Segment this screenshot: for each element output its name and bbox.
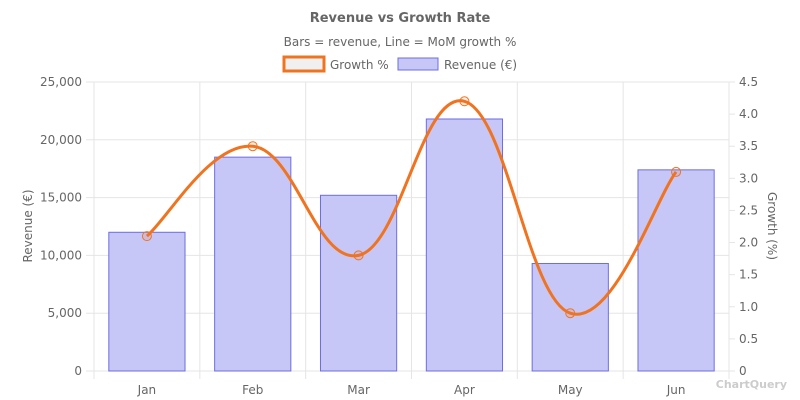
y-tick-label: 10,000	[40, 248, 82, 262]
revenue-bars	[108, 118, 715, 372]
x-tick-label: Mar	[347, 383, 370, 397]
watermark: ChartQuery	[716, 378, 787, 391]
legend-item-revenue[interactable]: Revenue (€)	[397, 57, 517, 72]
y2-tick-label: 2.5	[739, 203, 758, 217]
y-tick-label: 25,000	[40, 75, 82, 89]
growth-point[interactable]	[353, 250, 364, 261]
legend-swatch-revenue	[397, 57, 439, 71]
y-tick-label: 20,000	[40, 133, 82, 147]
y2-tick-label: 4.0	[739, 107, 758, 121]
chart-subtitle: Bars = revenue, Line = MoM growth %	[284, 35, 517, 49]
growth-point[interactable]	[141, 231, 152, 242]
chart-title: Revenue vs Growth Rate	[310, 11, 491, 26]
growth-line-path	[145, 99, 678, 316]
legend-item-growth[interactable]: Growth %	[282, 55, 389, 73]
x-tick-label: Apr	[454, 383, 475, 397]
growth-point[interactable]	[671, 166, 682, 177]
revenue-bar[interactable]	[425, 118, 504, 372]
growth-point[interactable]	[459, 96, 470, 107]
y2-tick-label: 3.5	[739, 139, 758, 153]
revenue-bar[interactable]	[637, 169, 715, 372]
x-tick-label: May	[558, 383, 583, 397]
y2-tick-label: 1.5	[739, 268, 758, 282]
x-tick-label: Feb	[242, 383, 263, 397]
y2-tick-label: 2.0	[739, 236, 758, 250]
legend-label-revenue: Revenue (€)	[444, 58, 517, 72]
revenue-bar[interactable]	[108, 231, 186, 372]
x-tick-label: Jun	[666, 383, 686, 397]
growth-line	[141, 96, 682, 319]
growth-point[interactable]	[565, 308, 576, 319]
axes: 0 5,000 10,000 15,000 20,000 25,000 0 0.5 1.0 1.5…	[40, 75, 758, 397]
y-tick-label: 0	[74, 364, 82, 378]
legend: Growth % Revenue (€)	[282, 55, 517, 73]
y2-tick-label: 0	[739, 364, 747, 378]
y2-tick-label: 3.0	[739, 171, 758, 185]
y2-tick-label: 1.0	[739, 300, 758, 314]
grid	[86, 81, 735, 379]
legend-label-growth: Growth %	[330, 58, 389, 72]
y2-axis-title: Growth (%)	[765, 192, 779, 260]
revenue-bar[interactable]	[214, 156, 292, 372]
y-tick-label: 15,000	[40, 191, 82, 205]
legend-swatch-growth	[282, 55, 326, 73]
y2-tick-label: 4.5	[739, 75, 758, 89]
growth-point[interactable]	[247, 141, 258, 152]
x-tick-label: Jan	[137, 383, 157, 397]
y2-tick-label: 0.5	[739, 332, 758, 346]
revenue-bar[interactable]	[319, 194, 398, 372]
y-tick-label: 5,000	[48, 306, 82, 320]
y-axis-title: Revenue (€)	[21, 189, 35, 262]
